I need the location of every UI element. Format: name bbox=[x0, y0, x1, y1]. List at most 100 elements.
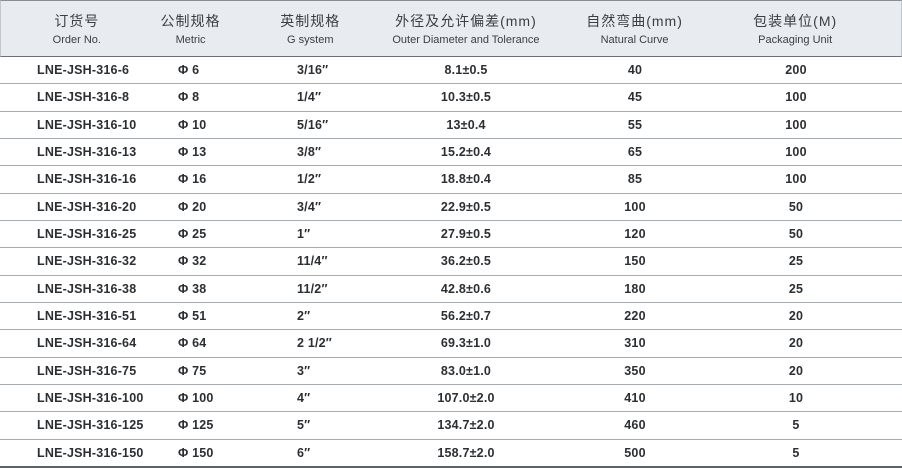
table-row: LNE-JSH-316-13 Φ 13 3/8″ 15.2±0.4 65 100 bbox=[0, 138, 902, 167]
cell-order-no: LNE-JSH-316-64 bbox=[37, 336, 137, 351]
cell-order-no: LNE-JSH-316-16 bbox=[37, 172, 137, 187]
cell-packaging-unit: 20 bbox=[788, 363, 804, 378]
header-cell-packaging-unit: 包装单位(M) Packaging Unit bbox=[729, 1, 901, 56]
cell-metric: Φ 16 bbox=[178, 172, 207, 187]
cell-g-system: 5/16″ bbox=[297, 117, 329, 132]
cell-outer-diameter: 134.7±2.0 bbox=[437, 418, 495, 433]
cell-order-no: LNE-JSH-316-125 bbox=[37, 418, 144, 433]
cell-order-no: LNE-JSH-316-8 bbox=[37, 90, 130, 105]
cell-packaging-unit: 200 bbox=[785, 63, 807, 78]
cell-natural-curve: 350 bbox=[624, 363, 646, 378]
header-label-zh: 外径及允许偏差(mm) bbox=[395, 13, 537, 29]
table-header: 订货号 Order No. 公制规格 Metric 英制规格 G system 外径及允许偏… bbox=[0, 0, 902, 57]
cell-metric: Φ 6 bbox=[178, 63, 200, 78]
cell-g-system: 2 1/2″ bbox=[297, 336, 332, 351]
cell-natural-curve: 85 bbox=[627, 172, 643, 187]
table-row: LNE-JSH-316-10 Φ 10 5/16″ 13±0.4 55 100 bbox=[0, 111, 902, 139]
cell-packaging-unit: 100 bbox=[785, 117, 807, 132]
cell-g-system: 1/2″ bbox=[297, 172, 322, 187]
cell-g-system: 5″ bbox=[297, 418, 311, 433]
table-row: LNE-JSH-316-6 Φ 6 3/16″ 8.1±0.5 40 200 bbox=[0, 57, 902, 85]
table-body: LNE-JSH-316-6 Φ 6 3/16″ 8.1±0.5 40 200 LNE-JSH… bbox=[0, 57, 902, 466]
cell-g-system: 3/4″ bbox=[297, 199, 322, 214]
cell-natural-curve: 500 bbox=[624, 445, 646, 460]
table-row: LNE-JSH-316-32 Φ 32 11/4″ 36.2±0.5 150 25 bbox=[0, 248, 902, 276]
header-label-en: G system bbox=[287, 34, 334, 46]
header-label-zh: 包装单位(M) bbox=[753, 13, 838, 29]
cell-natural-curve: 120 bbox=[624, 227, 646, 242]
header-label-en: Metric bbox=[175, 34, 206, 46]
table-row: LNE-JSH-316-8 Φ 8 1/4″ 10.3±0.5 45 100 bbox=[0, 84, 902, 112]
cell-natural-curve: 460 bbox=[624, 418, 646, 433]
header-label-en: Natural Curve bbox=[600, 34, 669, 46]
cell-metric: Φ 150 bbox=[178, 445, 214, 460]
cell-metric: Φ 75 bbox=[178, 363, 207, 378]
cell-outer-diameter: 8.1±0.5 bbox=[444, 63, 488, 78]
cell-natural-curve: 55 bbox=[627, 117, 643, 132]
cell-order-no: LNE-JSH-316-6 bbox=[37, 63, 130, 78]
cell-metric: Φ 38 bbox=[178, 281, 207, 296]
header-cell-natural-curve: 自然弯曲(mm) Natural Curve bbox=[540, 1, 730, 56]
cell-packaging-unit: 50 bbox=[788, 199, 804, 214]
cell-order-no: LNE-JSH-316-20 bbox=[37, 199, 137, 214]
cell-packaging-unit: 25 bbox=[788, 254, 804, 269]
cell-g-system: 1″ bbox=[297, 227, 311, 242]
cell-order-no: LNE-JSH-316-38 bbox=[37, 281, 137, 296]
cell-packaging-unit: 25 bbox=[788, 281, 804, 296]
table-row: LNE-JSH-316-51 Φ 51 2″ 56.2±0.7 220 20 bbox=[0, 302, 902, 331]
cell-g-system: 3/8″ bbox=[297, 145, 322, 160]
table-row: LNE-JSH-316-100 Φ 100 4″ 107.0±2.0 410 10 bbox=[0, 384, 902, 413]
table-row: LNE-JSH-316-150 Φ 150 6″ 158.7±2.0 500 5 bbox=[0, 439, 902, 466]
table-row: LNE-JSH-316-38 Φ 38 11/2″ 42.8±0.6 180 25 bbox=[0, 275, 902, 303]
header-label-zh: 英制规格 bbox=[280, 13, 341, 29]
cell-outer-diameter: 10.3±0.5 bbox=[440, 90, 492, 105]
cell-packaging-unit: 100 bbox=[785, 145, 807, 160]
cell-packaging-unit: 100 bbox=[785, 172, 807, 187]
cell-g-system: 4″ bbox=[297, 391, 311, 406]
cell-outer-diameter: 36.2±0.5 bbox=[440, 254, 492, 269]
header-cell-g-system: 英制规格 G system bbox=[228, 1, 392, 56]
cell-order-no: LNE-JSH-316-100 bbox=[37, 391, 144, 406]
cell-order-no: LNE-JSH-316-150 bbox=[37, 445, 144, 460]
header-cell-order-no: 订货号 Order No. bbox=[1, 1, 153, 56]
table-row: LNE-JSH-316-125 Φ 125 5″ 134.7±2.0 460 5 bbox=[0, 412, 902, 440]
cell-g-system: 11/4″ bbox=[297, 254, 328, 269]
cell-metric: Φ 10 bbox=[178, 117, 207, 132]
cell-outer-diameter: 27.9±0.5 bbox=[440, 227, 492, 242]
cell-g-system: 6″ bbox=[297, 445, 311, 460]
header-label-en: Packaging Unit bbox=[758, 34, 833, 46]
cell-g-system: 1/4″ bbox=[297, 90, 322, 105]
cell-natural-curve: 100 bbox=[624, 199, 646, 214]
cell-order-no: LNE-JSH-316-51 bbox=[37, 309, 137, 324]
header-cell-outer-diameter: 外径及允许偏差(mm) Outer Diameter and Tolerance bbox=[392, 1, 540, 56]
cell-metric: Φ 8 bbox=[178, 90, 200, 105]
cell-order-no: LNE-JSH-316-32 bbox=[37, 254, 137, 269]
table-row: LNE-JSH-316-75 Φ 75 3″ 83.0±1.0 350 20 bbox=[0, 357, 902, 385]
cell-outer-diameter: 69.3±1.0 bbox=[440, 336, 492, 351]
cell-natural-curve: 220 bbox=[624, 309, 646, 324]
cell-metric: Φ 32 bbox=[178, 254, 207, 269]
cell-metric: Φ 13 bbox=[178, 145, 207, 160]
cell-packaging-unit: 20 bbox=[788, 336, 804, 351]
cell-natural-curve: 310 bbox=[624, 336, 646, 351]
table-row: LNE-JSH-316-20 Φ 20 3/4″ 22.9±0.5 100 50 bbox=[0, 193, 902, 221]
cell-g-system: 11/2″ bbox=[297, 281, 328, 296]
cell-outer-diameter: 158.7±2.0 bbox=[437, 445, 495, 460]
cell-metric: Φ 100 bbox=[178, 391, 214, 406]
cell-natural-curve: 65 bbox=[627, 145, 643, 160]
cell-metric: Φ 20 bbox=[178, 199, 207, 214]
cell-metric: Φ 125 bbox=[178, 418, 214, 433]
table-row: LNE-JSH-316-25 Φ 25 1″ 27.9±0.5 120 50 bbox=[0, 220, 902, 249]
table-row: LNE-JSH-316-64 Φ 64 2 1/2″ 69.3±1.0 310 20 bbox=[0, 330, 902, 358]
cell-natural-curve: 150 bbox=[624, 254, 646, 269]
cell-packaging-unit: 100 bbox=[785, 90, 807, 105]
cell-packaging-unit: 20 bbox=[788, 309, 804, 324]
cell-metric: Φ 25 bbox=[178, 227, 207, 242]
cell-packaging-unit: 10 bbox=[788, 391, 804, 406]
cell-outer-diameter: 18.8±0.4 bbox=[440, 172, 492, 187]
cell-g-system: 3/16″ bbox=[297, 63, 329, 78]
cell-g-system: 3″ bbox=[297, 363, 311, 378]
header-label-zh: 公制规格 bbox=[160, 13, 221, 29]
table-row: LNE-JSH-316-16 Φ 16 1/2″ 18.8±0.4 85 100 bbox=[0, 166, 902, 194]
